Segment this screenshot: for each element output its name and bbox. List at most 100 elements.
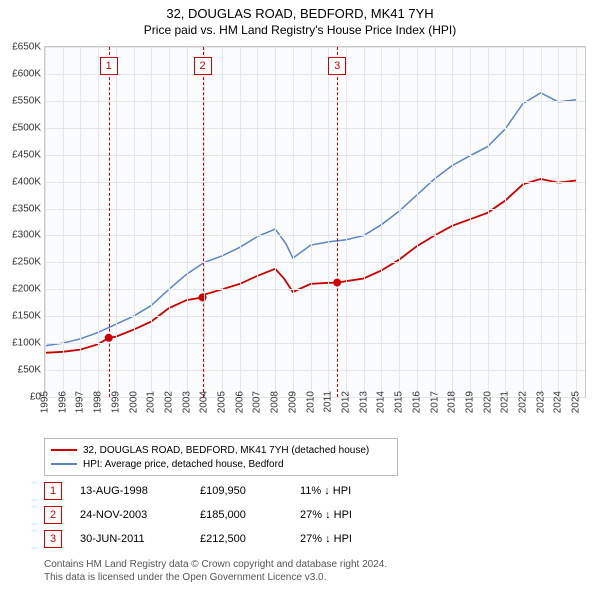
x-gridline [98,47,99,397]
event-index-box: 2 [44,506,62,524]
event-price: £212,500 [200,533,300,545]
x-gridline [204,47,205,397]
x-gridline [541,47,542,397]
x-tick-label: 2012 [340,391,351,413]
x-gridline [187,47,188,397]
x-tick-label: 2003 [181,391,192,413]
x-gridline [80,47,81,397]
y-gridline [45,316,585,317]
x-tick-label: 2020 [482,391,493,413]
y-gridline [45,370,585,371]
x-tick-label: 2021 [500,391,511,413]
x-gridline [558,47,559,397]
x-tick-label: 2005 [217,391,228,413]
x-tick-label: 2010 [305,391,316,413]
y-gridline [45,74,585,75]
line-series-svg [45,47,585,397]
y-tick-label: £50K [1,365,41,376]
sale-event-row: 3 30-JUN-2011£212,50027% ↓ HPI [44,530,400,548]
x-gridline [222,47,223,397]
event-date: 30-JUN-2011 [80,533,200,545]
sale-event-row: 113-AUG-1998£109,95011% ↓ HPI [44,482,400,500]
event-hpi-diff: 27% ↓ HPI [300,509,400,521]
footer-line-2: This data is licensed under the Open Gov… [44,572,387,585]
y-gridline [45,155,585,156]
y-gridline [45,182,585,183]
x-tick-label: 2016 [411,391,422,413]
event-hpi-diff: 27% ↓ HPI [300,533,400,545]
sale-marker-box: 3 [328,57,346,75]
y-gridline [45,289,585,290]
x-tick-label: 2023 [535,391,546,413]
x-tick-label: 1998 [93,391,104,413]
sale-event-row: 2 24-NOV-2003£185,00027% ↓ HPI [44,506,400,524]
x-tick-label: 2002 [163,391,174,413]
x-tick-label: 2025 [571,391,582,413]
x-tick-label: 1996 [57,391,68,413]
sale-marker-line [337,47,338,397]
legend-row-series-0: 32, DOUGLAS ROAD, BEDFORD, MK41 7YH (det… [51,443,391,457]
x-tick-label: 2000 [128,391,139,413]
x-gridline [488,47,489,397]
x-gridline [435,47,436,397]
y-tick-label: £400K [1,176,41,187]
y-tick-label: £100K [1,338,41,349]
sale-marker-box: 1 [100,57,118,75]
event-hpi-diff: 11% ↓ HPI [300,485,400,497]
x-tick-label: 2007 [252,391,263,413]
event-date: 24-NOV-2003 [80,509,200,521]
x-gridline [364,47,365,397]
x-tick-label: 1995 [40,391,51,413]
y-tick-label: £250K [1,257,41,268]
x-tick-label: 2024 [553,391,564,413]
sale-marker-line [109,47,110,397]
y-tick-label: £350K [1,203,41,214]
x-tick-label: 2019 [464,391,475,413]
x-gridline [346,47,347,397]
x-gridline [381,47,382,397]
x-tick-label: 1997 [75,391,86,413]
legend: 32, DOUGLAS ROAD, BEDFORD, MK41 7YH (det… [44,438,398,476]
event-index-box: 1 [44,482,62,500]
event-date: 13-AUG-1998 [80,485,200,497]
x-gridline [576,47,577,397]
chart-zone: £0£50K£100K£150K£200K£250K£300K£350K£400… [44,46,584,396]
x-tick-label: 2022 [518,391,529,413]
y-tick-label: £150K [1,311,41,322]
legend-label-0: 32, DOUGLAS ROAD, BEDFORD, MK41 7YH (det… [83,445,369,456]
x-gridline [311,47,312,397]
x-tick-label: 2009 [287,391,298,413]
y-gridline [45,343,585,344]
x-gridline [63,47,64,397]
figure-container: 32, DOUGLAS ROAD, BEDFORD, MK41 7YH Pric… [0,0,600,590]
x-tick-label: 2014 [376,391,387,413]
legend-label-1: HPI: Average price, detached house, Bedf… [83,459,284,470]
y-tick-label: £500K [1,122,41,133]
address-title: 32, DOUGLAS ROAD, BEDFORD, MK41 7YH [0,6,600,21]
x-tick-label: 2008 [270,391,281,413]
y-tick-label: £650K [1,42,41,53]
x-gridline [134,47,135,397]
x-tick-label: 2006 [234,391,245,413]
x-gridline [257,47,258,397]
x-gridline [328,47,329,397]
x-gridline [293,47,294,397]
x-gridline [151,47,152,397]
x-tick-label: 2015 [394,391,405,413]
y-tick-label: £200K [1,284,41,295]
y-gridline [45,128,585,129]
x-gridline [417,47,418,397]
titles: 32, DOUGLAS ROAD, BEDFORD, MK41 7YH Pric… [0,0,600,37]
x-tick-label: 2011 [323,391,334,413]
legend-row-series-1: HPI: Average price, detached house, Bedf… [51,457,391,471]
legend-swatch-1 [51,463,77,465]
x-gridline [505,47,506,397]
legend-swatch-0 [51,449,77,451]
y-gridline [45,101,585,102]
event-price: £185,000 [200,509,300,521]
subtitle: Price paid vs. HM Land Registry's House … [0,23,600,37]
footer-line-1: Contains HM Land Registry data © Crown c… [44,559,387,572]
sale-marker-line [203,47,204,397]
x-tick-label: 2018 [447,391,458,413]
event-index-box: 3 [44,530,62,548]
